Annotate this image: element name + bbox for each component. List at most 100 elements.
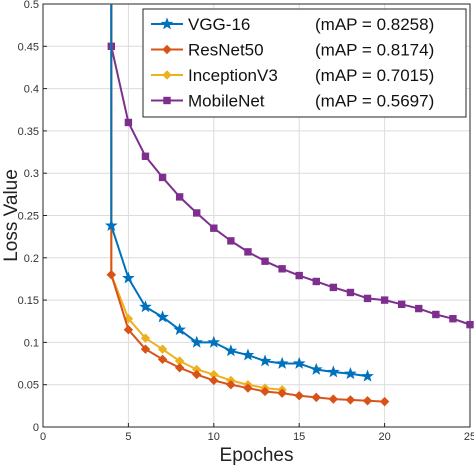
data-point (294, 390, 304, 401)
data-point (295, 271, 303, 280)
data-point (346, 288, 355, 297)
x-tick-label: 5 (125, 431, 131, 443)
data-point (345, 395, 356, 405)
data-point (210, 224, 218, 232)
data-point (157, 344, 168, 354)
y-tick-label: 0.2 (24, 253, 39, 265)
axis-ticks: 0 5 10 15 20 25 0 0.05 0.1 0.15 0.2 0.25 0.3 0.35 0.4 0… (18, 0, 474, 443)
legend-marker (160, 17, 174, 30)
data-point (123, 325, 134, 335)
series-resnet50 (106, 4, 390, 407)
data-point (124, 118, 133, 127)
data-point (192, 369, 202, 380)
data-point (397, 300, 406, 309)
y-tick-label: 0.25 (18, 211, 39, 223)
data-point (466, 320, 474, 329)
data-point (157, 354, 168, 365)
legend: VGG-16 (mAP = 0.8258) ResNet50 (mAP = 0.817… (142, 8, 467, 118)
data-point (309, 362, 323, 375)
data-point (173, 323, 186, 336)
legend-item: ResNet50 (mAP = 0.8174) (151, 41, 434, 60)
data-point (244, 248, 252, 256)
legend-label: InceptionV3 (188, 66, 278, 85)
y-tick-label: 0.5 (24, 0, 39, 11)
legend-marker (163, 96, 171, 105)
x-tick-label: 25 (464, 431, 474, 443)
legend-label: ResNet50 (188, 41, 264, 60)
legend-map-value: (mAP = 0.7015) (315, 66, 434, 85)
data-point (174, 363, 185, 373)
data-point (277, 388, 287, 398)
legend-label: MobileNet (188, 92, 265, 111)
data-point (175, 193, 184, 201)
data-point (258, 354, 272, 367)
y-tick-label: 0.3 (24, 168, 39, 180)
data-point (227, 237, 235, 245)
data-point (379, 396, 390, 407)
data-point (140, 333, 151, 343)
data-point (241, 348, 255, 361)
data-point (361, 369, 374, 382)
y-tick-label: 0.05 (18, 380, 39, 392)
data-point (344, 367, 357, 380)
series-group (104, 4, 474, 407)
data-point (104, 218, 118, 232)
data-point (260, 386, 270, 397)
legend-marker (162, 44, 172, 55)
y-tick-label: 0.4 (24, 84, 39, 96)
y-tick-label: 0 (33, 422, 39, 434)
legend-map-value: (mAP = 0.8174) (315, 41, 434, 60)
data-point (209, 375, 219, 386)
data-point (158, 173, 167, 182)
legend-label: VGG-16 (188, 15, 250, 34)
series-vgg-16 (104, 4, 374, 382)
x-tick-label: 10 (208, 431, 220, 443)
series-mobilenet (107, 4, 474, 329)
data-point (362, 396, 373, 406)
y-axis-title: Loss Value (1, 169, 22, 262)
legend-item: MobileNet (mAP = 0.5697) (151, 92, 434, 111)
y-tick-label: 0.45 (18, 41, 39, 53)
y-tick-label: 0.35 (18, 126, 39, 138)
data-point (224, 344, 238, 357)
data-point (311, 392, 321, 403)
data-point (122, 271, 135, 284)
data-point (292, 356, 306, 369)
x-axis-title: Epoches (220, 445, 294, 466)
data-point (193, 209, 201, 217)
data-point (243, 383, 253, 393)
legend-box (142, 8, 467, 118)
data-point (380, 296, 389, 304)
data-point (415, 304, 423, 313)
data-point (363, 294, 372, 303)
x-tick-label: 20 (378, 431, 390, 443)
x-tick-label: 0 (40, 431, 46, 443)
data-point (275, 356, 289, 369)
data-point (449, 315, 457, 323)
legend-item: VGG-16 (mAP = 0.8258) (151, 15, 434, 34)
data-point (432, 310, 440, 319)
x-tick-label: 15 (293, 431, 305, 443)
data-point (141, 152, 150, 160)
data-point (312, 277, 320, 286)
data-point (226, 379, 236, 390)
data-point (327, 365, 340, 378)
data-point (106, 270, 117, 280)
data-point (190, 335, 204, 348)
legend-map-value: (mAP = 0.8258) (315, 15, 434, 34)
data-point (207, 335, 221, 348)
data-point (140, 344, 151, 354)
legend-item: InceptionV3 (mAP = 0.7015) (151, 66, 434, 85)
data-point (156, 310, 169, 323)
legend-marker (162, 70, 172, 80)
y-tick-label: 0.15 (18, 295, 39, 307)
data-point (329, 283, 338, 292)
data-point (139, 300, 152, 313)
legend-map-value: (mAP = 0.5697) (315, 92, 434, 111)
data-point (261, 257, 269, 265)
y-tick-label: 0.1 (24, 337, 39, 349)
data-point (278, 265, 286, 273)
data-point (328, 394, 339, 404)
